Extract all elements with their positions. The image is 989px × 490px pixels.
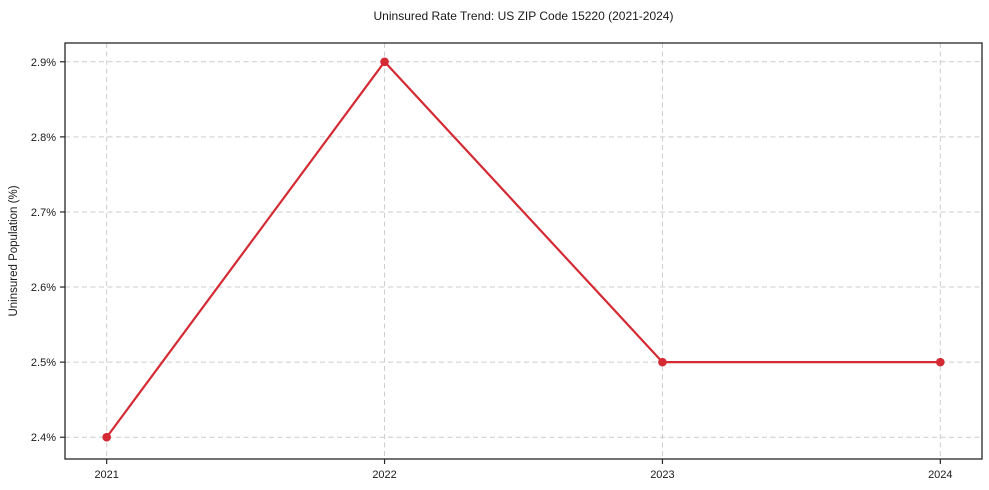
trend-line [105,60,942,439]
data-point-2022 [380,57,389,67]
x-tick-label: 2021 [94,469,118,481]
y-tick-label: 2.5% [31,357,56,369]
data-point-2021 [102,432,111,442]
data-point-2023 [658,357,667,367]
chart-title: Uninsured Rate Trend: US ZIP Code 15220 … [373,9,674,23]
y-tick-label: 2.6% [31,282,56,294]
axis-frame [64,42,983,460]
y-tick-label: 2.8% [31,132,56,144]
y-axis-label: Uninsured Population (%) [8,185,20,317]
y-tick-label: 2.9% [31,57,56,69]
x-tick-label: 2024 [928,469,952,481]
y-tick-label: 2.4% [31,432,56,444]
data-point-2024 [936,357,945,367]
y-tick-label: 2.7% [31,207,56,219]
x-tick-label: 2022 [372,469,396,481]
x-tick-label: 2023 [650,469,674,481]
